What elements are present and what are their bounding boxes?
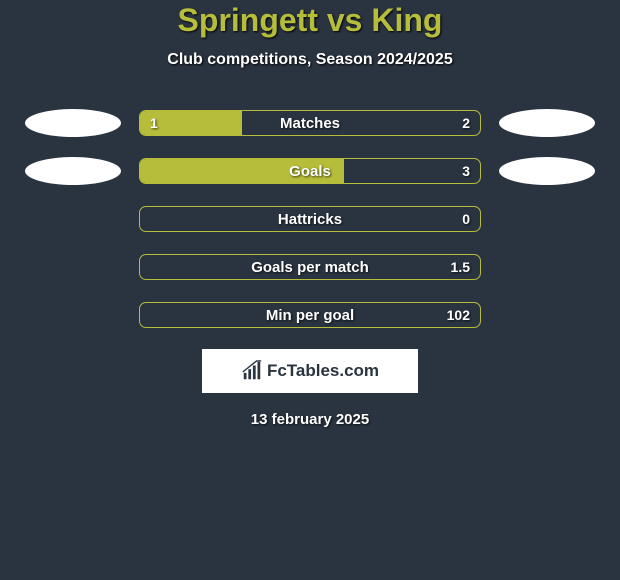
page-title: Springett vs King [0, 2, 620, 39]
logo-box[interactable]: FcTables.com [202, 349, 418, 393]
stat-bar: Goals3 [139, 158, 481, 184]
stat-label: Matches [140, 111, 480, 135]
stat-right-value: 0 [462, 207, 470, 231]
stat-row: Hattricks0 [0, 205, 620, 233]
chart-icon [241, 360, 263, 382]
stat-label: Goals [140, 159, 480, 183]
stat-label: Min per goal [140, 303, 480, 327]
stat-row: Min per goal102 [0, 301, 620, 329]
logo-text: FcTables.com [267, 361, 379, 381]
stat-bar: Hattricks0 [139, 206, 481, 232]
comparison-rows: 1Matches2 Goals3 Hattricks0 Goals per match… [0, 109, 620, 329]
page-subtitle: Club competitions, Season 2024/2025 [0, 51, 620, 69]
stat-right-value: 1.5 [451, 255, 470, 279]
stat-right-value: 102 [447, 303, 470, 327]
stat-bar: Goals per match1.5 [139, 254, 481, 280]
stat-right-value: 3 [462, 159, 470, 183]
player-left-marker [25, 109, 121, 137]
player-right-marker [499, 157, 595, 185]
stat-bar: Min per goal102 [139, 302, 481, 328]
stat-right-value: 2 [462, 111, 470, 135]
stat-label: Hattricks [140, 207, 480, 231]
player-left-marker [25, 157, 121, 185]
stat-label: Goals per match [140, 255, 480, 279]
date-label: 13 february 2025 [0, 411, 620, 428]
stat-bar: 1Matches2 [139, 110, 481, 136]
stat-row: 1Matches2 [0, 109, 620, 137]
stat-row: Goals per match1.5 [0, 253, 620, 281]
player-right-marker [499, 109, 595, 137]
stat-row: Goals3 [0, 157, 620, 185]
